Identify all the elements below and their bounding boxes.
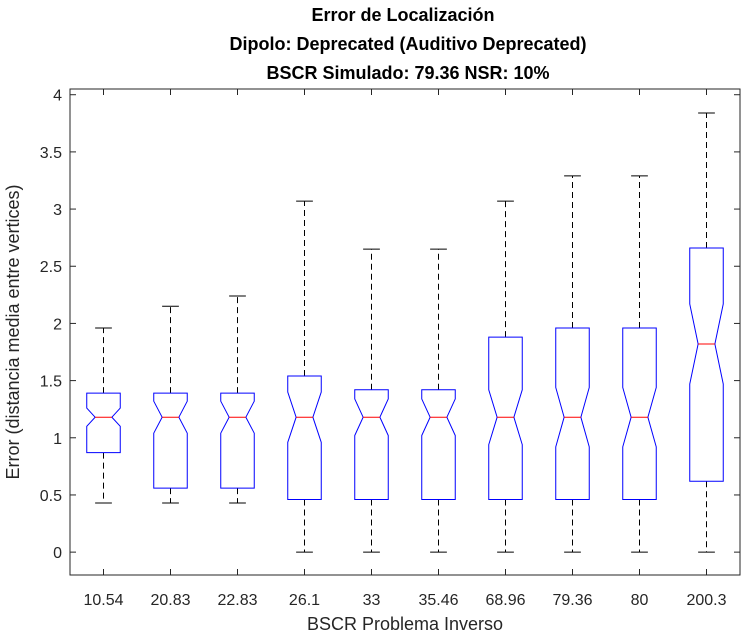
plot-area (70, 89, 740, 575)
y-tick-label: 3 (53, 202, 62, 219)
notched-box (354, 389, 389, 501)
x-tick-label: 22.83 (217, 592, 257, 609)
y-tick-label: 4 (53, 88, 62, 105)
notched-box (153, 392, 188, 489)
x-tick-label: 35.46 (418, 592, 458, 609)
notched-box (689, 247, 724, 482)
notched-box (287, 375, 322, 501)
box-group (488, 200, 523, 553)
y-tick-label: 0.5 (40, 488, 62, 505)
y-tick-label: 2 (53, 316, 62, 333)
box-group (555, 175, 590, 553)
box-group (220, 295, 255, 504)
x-tick-label: 10.54 (83, 592, 123, 609)
notched-box (86, 392, 121, 454)
box-group (622, 175, 657, 553)
x-tick-label: 200.3 (686, 592, 726, 609)
notched-box (622, 327, 657, 501)
notched-box (220, 392, 255, 489)
box-group (153, 305, 188, 504)
x-tick-label: 80 (631, 592, 649, 609)
chart-title-line-1: Error de Localización (311, 5, 494, 25)
notched-box (488, 336, 523, 501)
box-group (421, 248, 456, 553)
chart-title-line-3: BSCR Simulado: 79.36 NSR: 10% (266, 63, 549, 83)
y-axis-label: Error (distancia media entre vertices) (3, 184, 23, 479)
box-group (86, 327, 121, 504)
chart-title-line-2: Dipolo: Deprecated (Auditivo Deprecated) (229, 34, 586, 54)
x-tick-label: 79.36 (552, 592, 592, 609)
plot-frame (69, 88, 741, 576)
box-group (287, 200, 322, 553)
x-axis-label: BSCR Problema Inverso (307, 614, 503, 634)
notched-box (555, 327, 590, 501)
notched-box (421, 389, 456, 501)
x-tick-label: 26.1 (289, 592, 320, 609)
x-axis-ticks: 10.54 20.83 22.83 26.1 33 35.46 68.96 79.36 80 20… (83, 89, 727, 609)
box-group (689, 112, 724, 553)
y-tick-label: 1.5 (40, 374, 62, 391)
y-tick-label: 3.5 (40, 145, 62, 162)
y-axis-ticks: 0 0.5 1 1.5 2 2.5 3 3.5 4 (40, 88, 740, 562)
x-tick-label: 20.83 (150, 592, 190, 609)
y-tick-label: 1 (53, 431, 62, 448)
x-tick-label: 33 (363, 592, 381, 609)
box-marks (86, 112, 724, 553)
x-tick-label: 68.96 (485, 592, 525, 609)
y-tick-label: 2.5 (40, 259, 62, 276)
y-tick-label: 0 (53, 545, 62, 562)
box-group (354, 248, 389, 553)
